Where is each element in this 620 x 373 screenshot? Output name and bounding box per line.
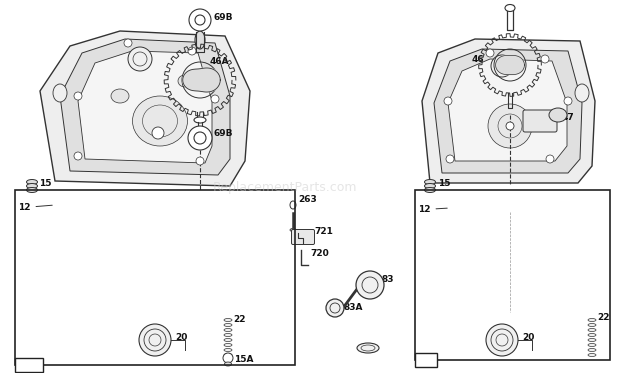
Ellipse shape bbox=[224, 339, 232, 342]
Circle shape bbox=[188, 47, 196, 55]
Ellipse shape bbox=[425, 179, 435, 185]
Text: 83: 83 bbox=[382, 276, 394, 285]
Ellipse shape bbox=[357, 343, 379, 353]
Circle shape bbox=[128, 47, 152, 71]
Circle shape bbox=[139, 324, 171, 356]
Ellipse shape bbox=[178, 75, 192, 87]
FancyBboxPatch shape bbox=[291, 229, 314, 244]
Text: 69B: 69B bbox=[214, 129, 234, 138]
Ellipse shape bbox=[53, 84, 67, 102]
Ellipse shape bbox=[549, 108, 567, 122]
Ellipse shape bbox=[224, 354, 232, 357]
Circle shape bbox=[444, 97, 452, 105]
Ellipse shape bbox=[133, 96, 187, 146]
Text: 15A: 15A bbox=[234, 355, 254, 364]
Polygon shape bbox=[78, 51, 212, 163]
Polygon shape bbox=[434, 49, 582, 173]
Circle shape bbox=[74, 152, 82, 160]
Text: 47: 47 bbox=[562, 113, 575, 122]
Circle shape bbox=[506, 122, 514, 130]
Ellipse shape bbox=[224, 333, 232, 336]
Ellipse shape bbox=[290, 201, 296, 209]
Ellipse shape bbox=[588, 319, 596, 322]
Ellipse shape bbox=[588, 333, 596, 336]
Ellipse shape bbox=[588, 323, 596, 326]
Circle shape bbox=[541, 55, 549, 63]
Text: 20: 20 bbox=[522, 332, 534, 342]
Ellipse shape bbox=[425, 184, 435, 188]
Circle shape bbox=[491, 55, 513, 77]
Text: 18: 18 bbox=[417, 358, 430, 367]
Circle shape bbox=[486, 49, 494, 57]
Circle shape bbox=[152, 127, 164, 139]
Text: 69B: 69B bbox=[214, 13, 234, 22]
Ellipse shape bbox=[505, 4, 515, 12]
Bar bbox=[415, 190, 610, 360]
Circle shape bbox=[189, 9, 211, 31]
Ellipse shape bbox=[111, 89, 129, 103]
Polygon shape bbox=[183, 68, 220, 92]
Text: 18A: 18A bbox=[17, 364, 37, 373]
Ellipse shape bbox=[27, 179, 37, 185]
Ellipse shape bbox=[588, 354, 596, 357]
Circle shape bbox=[74, 92, 82, 100]
Ellipse shape bbox=[224, 329, 232, 332]
Circle shape bbox=[486, 324, 518, 356]
Circle shape bbox=[564, 97, 572, 105]
Bar bbox=[415, 353, 437, 367]
Text: 263: 263 bbox=[298, 195, 317, 204]
Polygon shape bbox=[40, 31, 250, 186]
Circle shape bbox=[546, 155, 554, 163]
Ellipse shape bbox=[27, 188, 37, 192]
Ellipse shape bbox=[290, 229, 296, 232]
Polygon shape bbox=[448, 59, 567, 161]
Circle shape bbox=[124, 39, 132, 47]
Bar bbox=[15, 190, 295, 365]
Text: 46A: 46A bbox=[210, 57, 229, 66]
Circle shape bbox=[446, 155, 454, 163]
Bar bbox=[15, 358, 43, 372]
Text: 46: 46 bbox=[472, 56, 485, 65]
Ellipse shape bbox=[194, 117, 206, 123]
Text: 15: 15 bbox=[39, 179, 51, 188]
Circle shape bbox=[196, 157, 204, 165]
Ellipse shape bbox=[224, 344, 232, 347]
Ellipse shape bbox=[425, 188, 435, 192]
Ellipse shape bbox=[588, 339, 596, 342]
Ellipse shape bbox=[224, 319, 232, 322]
Text: 12: 12 bbox=[18, 203, 52, 212]
Polygon shape bbox=[60, 39, 230, 175]
Ellipse shape bbox=[27, 184, 37, 188]
Circle shape bbox=[223, 353, 233, 363]
Text: 20: 20 bbox=[175, 332, 187, 342]
Text: 87: 87 bbox=[360, 345, 373, 354]
Text: 15: 15 bbox=[438, 179, 451, 188]
Circle shape bbox=[188, 126, 212, 150]
Circle shape bbox=[503, 59, 516, 71]
Circle shape bbox=[193, 73, 207, 87]
Polygon shape bbox=[495, 56, 525, 75]
Text: 721: 721 bbox=[314, 228, 333, 236]
Text: 22: 22 bbox=[597, 313, 609, 323]
Circle shape bbox=[356, 271, 384, 299]
Text: 83A: 83A bbox=[343, 304, 363, 313]
Text: 22: 22 bbox=[233, 316, 246, 325]
Circle shape bbox=[211, 95, 219, 103]
Ellipse shape bbox=[588, 344, 596, 347]
Ellipse shape bbox=[224, 348, 232, 351]
Ellipse shape bbox=[224, 362, 231, 366]
Ellipse shape bbox=[588, 348, 596, 351]
Text: 12: 12 bbox=[418, 205, 447, 214]
Ellipse shape bbox=[588, 329, 596, 332]
FancyBboxPatch shape bbox=[523, 110, 557, 132]
Ellipse shape bbox=[195, 31, 205, 49]
Polygon shape bbox=[422, 39, 595, 183]
Text: ReplacementParts.com: ReplacementParts.com bbox=[213, 182, 358, 194]
Ellipse shape bbox=[575, 84, 589, 102]
Ellipse shape bbox=[224, 323, 232, 326]
Text: 720: 720 bbox=[310, 248, 329, 257]
Circle shape bbox=[326, 299, 344, 317]
Circle shape bbox=[488, 104, 532, 148]
